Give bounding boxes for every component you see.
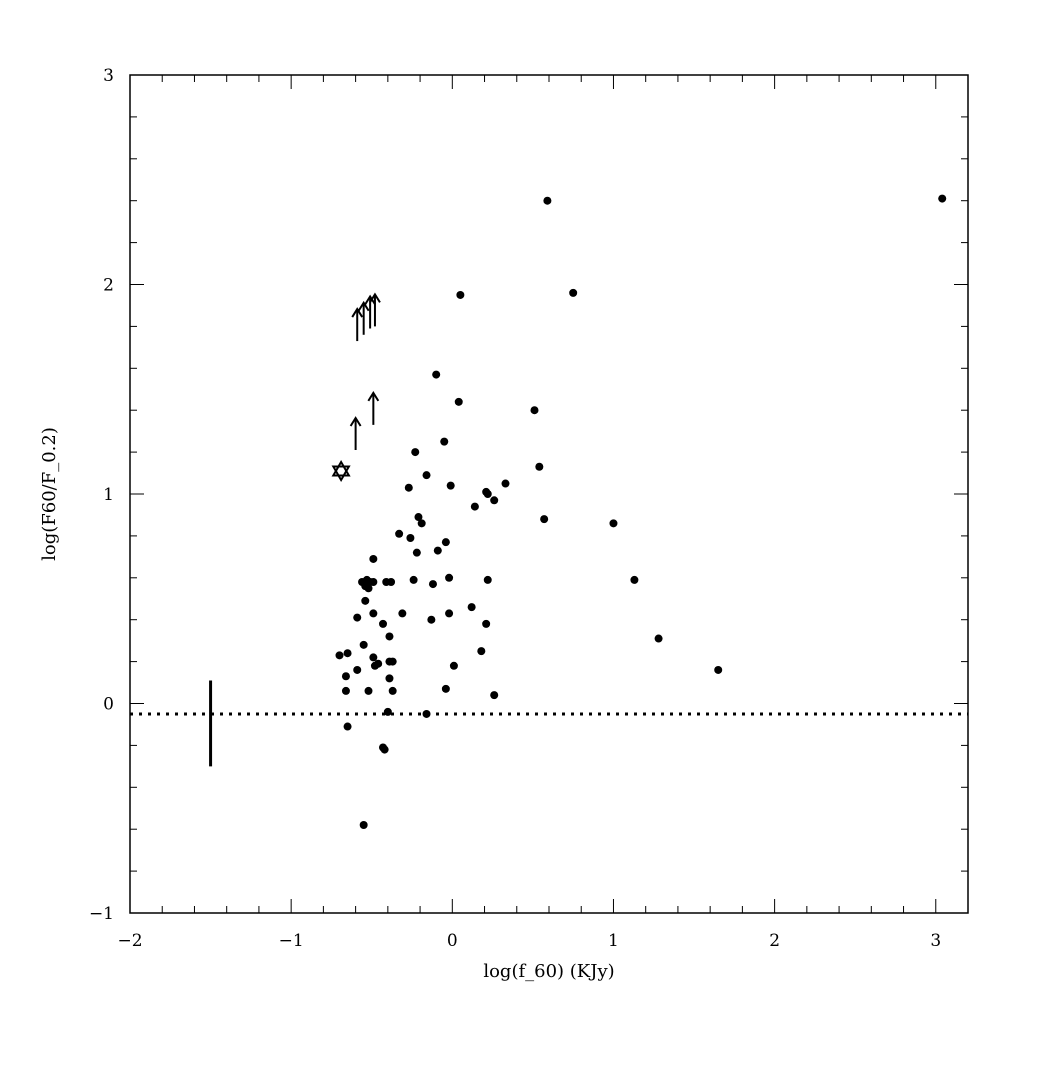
data-point <box>343 722 352 731</box>
data-point <box>440 437 449 446</box>
x-tick-label: 3 <box>930 931 941 951</box>
arrow-head <box>364 294 376 306</box>
data-point <box>369 609 378 618</box>
data-point <box>446 481 455 490</box>
data-point <box>369 554 378 563</box>
x-tick-label: −2 <box>117 931 142 951</box>
data-point <box>412 548 421 557</box>
data-point <box>409 575 418 584</box>
data-point <box>398 609 407 618</box>
data-point <box>364 584 373 593</box>
data-point <box>385 674 394 683</box>
data-point <box>361 596 370 605</box>
data-point <box>395 529 404 538</box>
data-point <box>343 649 352 658</box>
data-point <box>467 603 476 612</box>
data-point <box>441 684 450 693</box>
arrow-head <box>357 300 370 312</box>
arrow-head <box>349 416 362 427</box>
data-point <box>445 573 454 582</box>
lower-limit-arrow <box>369 292 381 327</box>
y-tick-label: −1 <box>89 904 114 924</box>
x-tick-label: 0 <box>447 931 458 951</box>
data-point <box>433 546 442 555</box>
data-point <box>341 686 350 695</box>
data-point <box>714 665 723 674</box>
arrow-head <box>369 292 381 303</box>
data-point <box>374 659 383 668</box>
data-point <box>385 632 394 641</box>
data-point <box>379 619 388 628</box>
data-point <box>383 707 392 716</box>
data-point <box>404 483 413 492</box>
data-point <box>535 462 544 471</box>
lower-limit-arrow <box>351 307 364 342</box>
arrow-head <box>351 307 364 318</box>
lower-limit-arrow <box>367 390 380 425</box>
data-point <box>543 196 552 205</box>
data-points <box>335 194 947 830</box>
data-point <box>427 615 436 624</box>
x-tick-label: 2 <box>769 931 780 951</box>
star-triangle-down <box>331 465 351 482</box>
star-triangle-up <box>331 460 351 477</box>
data-point <box>385 657 394 666</box>
data-point <box>456 290 465 299</box>
data-point <box>609 519 618 528</box>
data-point <box>335 651 344 660</box>
lower-limit-arrow <box>349 416 362 451</box>
data-point <box>387 577 396 586</box>
data-point <box>445 609 454 618</box>
data-point <box>530 406 539 415</box>
data-point <box>482 619 491 628</box>
data-point <box>441 538 450 547</box>
data-point <box>540 515 549 524</box>
data-point <box>483 575 492 584</box>
star-of-david-icon <box>331 460 351 482</box>
y-tick-label: 3 <box>103 66 114 86</box>
data-point <box>359 821 368 830</box>
data-point <box>411 448 420 457</box>
data-point <box>422 709 431 718</box>
arrow-head <box>367 390 380 402</box>
data-point <box>630 575 639 584</box>
lower-limit-arrow <box>357 300 370 335</box>
data-point <box>449 661 458 670</box>
data-point <box>454 397 463 406</box>
x-tick-label: −1 <box>279 931 304 951</box>
data-point <box>414 513 423 522</box>
lower-limit-arrows <box>349 292 381 451</box>
y-tick-label: 2 <box>103 276 114 296</box>
data-point <box>569 288 578 297</box>
x-tick-label: 1 <box>608 931 619 951</box>
data-point <box>353 665 362 674</box>
data-point <box>428 580 437 589</box>
y-axis-title: log(F60/F_0.2) <box>39 427 60 561</box>
data-point <box>654 634 663 643</box>
data-point <box>388 686 397 695</box>
data-point <box>483 490 492 498</box>
data-point <box>380 745 389 754</box>
data-point <box>406 533 415 542</box>
data-point <box>369 653 378 662</box>
x-axis-title: log(f_60) (KJy) <box>483 961 614 982</box>
data-point <box>417 519 426 528</box>
data-point <box>364 686 373 695</box>
data-point <box>432 370 441 379</box>
plot-frame <box>129 74 969 914</box>
data-point <box>490 691 499 700</box>
data-point <box>341 672 350 681</box>
data-point <box>501 479 510 488</box>
data-point <box>470 502 479 511</box>
y-tick-label: 1 <box>103 485 114 505</box>
data-point <box>938 194 947 203</box>
y-tick-label: 0 <box>103 695 114 715</box>
data-point <box>490 496 499 505</box>
data-point <box>353 613 362 622</box>
data-point <box>422 471 431 480</box>
data-point <box>477 647 486 656</box>
data-point <box>359 640 368 649</box>
